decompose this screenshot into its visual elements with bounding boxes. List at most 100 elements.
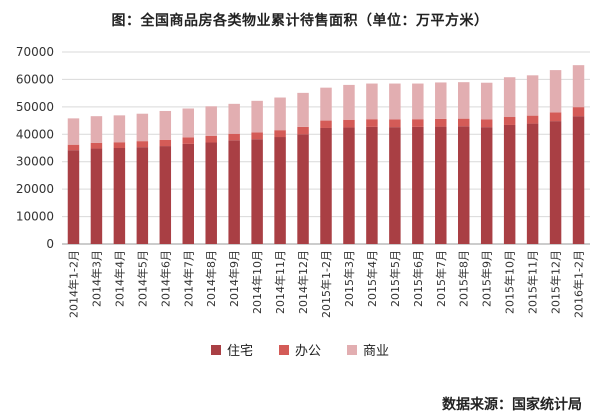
bar-segment-residential (228, 140, 240, 244)
x-tick-label: 2015年11月 (526, 250, 540, 314)
y-tick-label: 20000 (16, 182, 54, 196)
legend: 住宅 办公 商业 (0, 340, 600, 359)
bar-segment-office (549, 112, 562, 122)
bar-segment-office (228, 133, 240, 141)
bar-segment-commercial (549, 70, 562, 113)
bar-segment-office (389, 119, 401, 128)
bar-segment-office (572, 107, 585, 117)
x-tick-label: 2014年3月 (89, 250, 103, 307)
legend-swatch-office (278, 344, 289, 355)
bar-segment-commercial (458, 82, 470, 119)
bar-segment-commercial (320, 87, 332, 121)
bar-segment-residential (251, 139, 263, 244)
x-tick-label: 2014年10月 (250, 250, 264, 314)
bar-segment-residential (113, 148, 126, 244)
x-tick-label: 2014年11月 (273, 250, 287, 314)
bar-segment-office (159, 139, 172, 147)
bar-segment-residential (480, 127, 493, 244)
x-tick-label: 2014年1-2月 (66, 250, 80, 318)
bar-segment-residential (503, 124, 516, 244)
bar-segment-commercial (90, 116, 103, 143)
bar-segment-residential (274, 137, 286, 244)
bar-segment-commercial (205, 106, 217, 136)
chart-title: 图：全国商品房各类物业累计待售面积（单位：万平方米） (111, 13, 489, 29)
x-tick-label: 2014年8月 (204, 250, 218, 307)
x-tick-label: 2015年10月 (503, 250, 517, 314)
bar-segment-commercial (136, 113, 149, 142)
bar-segment-office (526, 115, 539, 124)
x-tick-label: 2015年9月 (480, 250, 494, 307)
bar-segment-commercial (159, 110, 172, 140)
bar-segment-commercial (526, 75, 539, 116)
x-tick-label: 2014年6月 (158, 250, 172, 307)
bar-segment-office (182, 137, 194, 144)
bar-segment-office (205, 135, 217, 143)
y-tick-label: 40000 (16, 127, 54, 141)
x-tick-label: 2014年4月 (112, 250, 126, 307)
bar-segment-office (435, 118, 447, 127)
x-tick-label: 2015年3月 (342, 250, 356, 307)
x-tick-label: 2016年1-2月 (572, 250, 586, 318)
bar-segment-office (297, 126, 309, 135)
bar-segment-residential (297, 134, 309, 244)
bar-segment-residential (572, 116, 585, 244)
y-tick-label: 0 (46, 237, 54, 251)
x-tick-label: 2014年12月 (296, 250, 310, 314)
bar-segment-commercial (228, 103, 240, 134)
legend-item-residential: 住宅 (210, 340, 253, 359)
bar-segment-office (412, 119, 424, 127)
bar-segment-commercial (572, 65, 585, 108)
y-tick-label: 30000 (16, 155, 54, 169)
x-tick-label: 2015年5月 (388, 250, 402, 307)
bar-segment-commercial (412, 83, 424, 120)
x-tick-label: 2015年12月 (549, 250, 563, 314)
bar-segment-office (343, 119, 355, 128)
bar-segment-office (67, 144, 80, 151)
bar-segment-commercial (343, 84, 355, 120)
legend-item-office: 办公 (278, 340, 321, 359)
bar-segment-commercial (435, 82, 447, 119)
x-tick-label: 2015年1-2月 (319, 250, 333, 318)
y-tick-label: 60000 (16, 72, 54, 86)
bar-segment-commercial (67, 118, 80, 145)
bar-segment-office (503, 117, 516, 125)
bar-segment-commercial (251, 100, 263, 133)
bar-segment-commercial (113, 115, 126, 143)
bar-segment-office (366, 119, 378, 127)
x-tick-label: 2014年5月 (135, 250, 149, 307)
legend-label-commercial: 商业 (363, 344, 390, 359)
bar-segment-commercial (503, 77, 516, 118)
x-tick-label: 2015年7月 (434, 250, 448, 307)
y-tick-label: 10000 (16, 210, 54, 224)
bar-segment-office (320, 120, 332, 128)
bar-segment-residential (435, 126, 447, 244)
bar-segment-commercial (366, 83, 378, 120)
x-tick-label: 2015年8月 (457, 250, 471, 307)
y-tick-label: 70000 (16, 45, 54, 59)
x-tick-label: 2014年9月 (227, 250, 241, 307)
bar-segment-residential (389, 127, 401, 244)
source-note: 数据来源：国家统计局 (442, 397, 582, 413)
bar-segment-residential (412, 126, 424, 244)
bar-segment-office (251, 132, 263, 140)
bar-segment-office (136, 141, 149, 148)
bar-segment-commercial (480, 82, 493, 120)
bar-segment-office (458, 118, 470, 127)
bar-segment-residential (205, 142, 217, 244)
bar-segment-residential (182, 143, 194, 244)
x-tick-label: 2015年6月 (411, 250, 425, 307)
bar-segment-residential (320, 127, 332, 244)
bar-segment-residential (366, 126, 378, 244)
bar-segment-residential (549, 121, 562, 244)
bar-segment-residential (67, 150, 80, 244)
bar-segment-commercial (274, 97, 286, 131)
legend-item-commercial: 商业 (347, 340, 389, 359)
bar-segment-office (113, 142, 126, 148)
legend-swatch-commercial (347, 344, 357, 355)
bar-segment-residential (458, 126, 470, 244)
bar-segment-commercial (182, 108, 194, 138)
bar-segment-residential (136, 147, 149, 244)
x-tick-label: 2015年4月 (365, 250, 379, 307)
